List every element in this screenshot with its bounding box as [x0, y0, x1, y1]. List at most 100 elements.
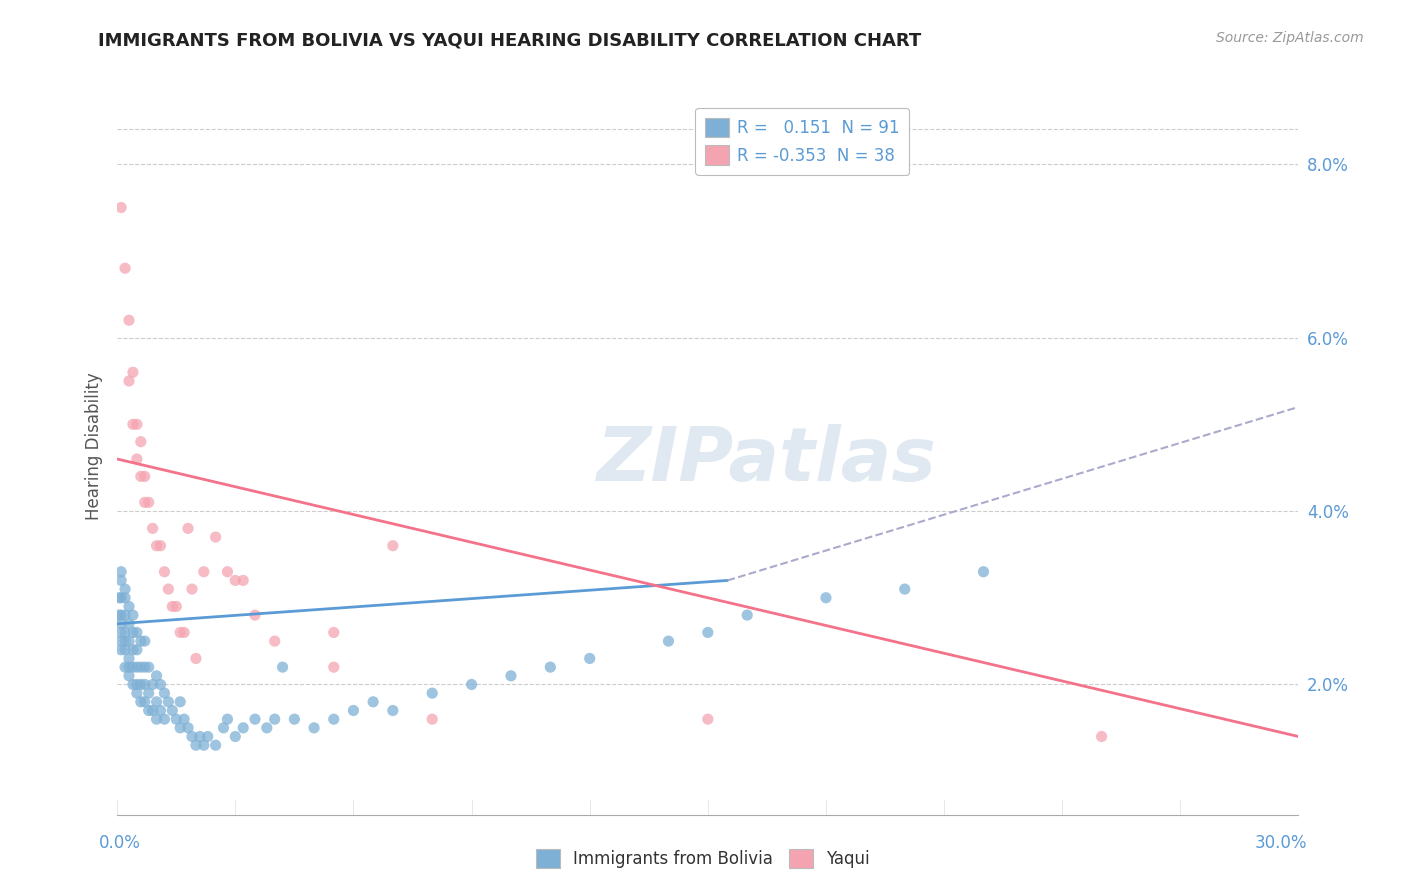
Point	[118, 660, 141, 674]
Point	[173, 625, 195, 640]
Point	[149, 704, 172, 718]
Point	[243, 712, 266, 726]
Point	[145, 539, 167, 553]
Point	[322, 660, 344, 674]
Point	[162, 704, 184, 718]
Point	[181, 582, 204, 596]
Point	[224, 730, 246, 744]
Point	[162, 599, 184, 614]
Point	[169, 695, 191, 709]
Point	[157, 695, 180, 709]
Point	[129, 634, 152, 648]
Point	[381, 704, 404, 718]
Point	[118, 669, 141, 683]
Point	[129, 434, 152, 449]
Point	[193, 738, 215, 752]
Point	[184, 651, 207, 665]
Point	[153, 686, 176, 700]
Point	[657, 634, 679, 648]
Point	[696, 625, 718, 640]
Point	[138, 495, 160, 509]
Point	[157, 582, 180, 596]
Point	[173, 712, 195, 726]
Point	[177, 721, 200, 735]
Point	[134, 469, 156, 483]
Point	[145, 712, 167, 726]
Point	[283, 712, 305, 726]
Point	[499, 669, 522, 683]
Point	[110, 565, 132, 579]
Point	[129, 695, 152, 709]
Point	[420, 686, 443, 700]
Point	[302, 721, 325, 735]
Point	[110, 591, 132, 605]
Point	[114, 642, 136, 657]
Point	[165, 712, 187, 726]
Point	[122, 660, 145, 674]
Point	[181, 730, 204, 744]
Point	[893, 582, 915, 596]
Point	[232, 574, 254, 588]
Point	[110, 634, 132, 648]
Text: 0.0%: 0.0%	[98, 834, 141, 852]
Point	[149, 677, 172, 691]
Point	[420, 712, 443, 726]
Point	[122, 642, 145, 657]
Point	[110, 574, 132, 588]
Point	[125, 686, 148, 700]
Point	[204, 738, 226, 752]
Point	[134, 495, 156, 509]
Text: IMMIGRANTS FROM BOLIVIA VS YAQUI HEARING DISABILITY CORRELATION CHART: IMMIGRANTS FROM BOLIVIA VS YAQUI HEARING…	[98, 31, 922, 49]
Point	[271, 660, 294, 674]
Point	[138, 660, 160, 674]
Point	[122, 608, 145, 623]
Text: ZIPatlas: ZIPatlas	[598, 425, 936, 497]
Point	[696, 712, 718, 726]
Point	[122, 677, 145, 691]
Point	[142, 704, 165, 718]
Point	[1091, 730, 1114, 744]
Point	[578, 651, 600, 665]
Point	[145, 669, 167, 683]
Point	[204, 530, 226, 544]
Legend: R =   0.151  N = 91, R = -0.353  N = 38: R = 0.151 N = 91, R = -0.353 N = 38	[695, 108, 910, 175]
Legend: Immigrants from Bolivia, Yaqui: Immigrants from Bolivia, Yaqui	[530, 842, 876, 875]
Point	[110, 201, 132, 215]
Point	[460, 677, 482, 691]
Point	[122, 417, 145, 432]
Text: 30.0%: 30.0%	[1256, 834, 1308, 852]
Point	[129, 469, 152, 483]
Point	[118, 651, 141, 665]
Point	[114, 591, 136, 605]
Point	[125, 452, 148, 467]
Point	[165, 599, 187, 614]
Point	[134, 677, 156, 691]
Point	[153, 565, 176, 579]
Point	[193, 565, 215, 579]
Point	[125, 642, 148, 657]
Text: Source: ZipAtlas.com: Source: ZipAtlas.com	[1216, 31, 1364, 45]
Point	[114, 625, 136, 640]
Point	[814, 591, 837, 605]
Point	[125, 677, 148, 691]
Point	[263, 634, 285, 648]
Point	[108, 608, 131, 623]
Point	[138, 704, 160, 718]
Y-axis label: Hearing Disability: Hearing Disability	[86, 372, 103, 520]
Point	[125, 417, 148, 432]
Point	[118, 599, 141, 614]
Point	[118, 374, 141, 388]
Point	[217, 712, 239, 726]
Point	[142, 677, 165, 691]
Point	[114, 634, 136, 648]
Point	[110, 608, 132, 623]
Point	[322, 625, 344, 640]
Point	[263, 712, 285, 726]
Point	[177, 521, 200, 535]
Point	[129, 660, 152, 674]
Point	[134, 634, 156, 648]
Point	[381, 539, 404, 553]
Point	[188, 730, 211, 744]
Point	[108, 591, 131, 605]
Point	[138, 686, 160, 700]
